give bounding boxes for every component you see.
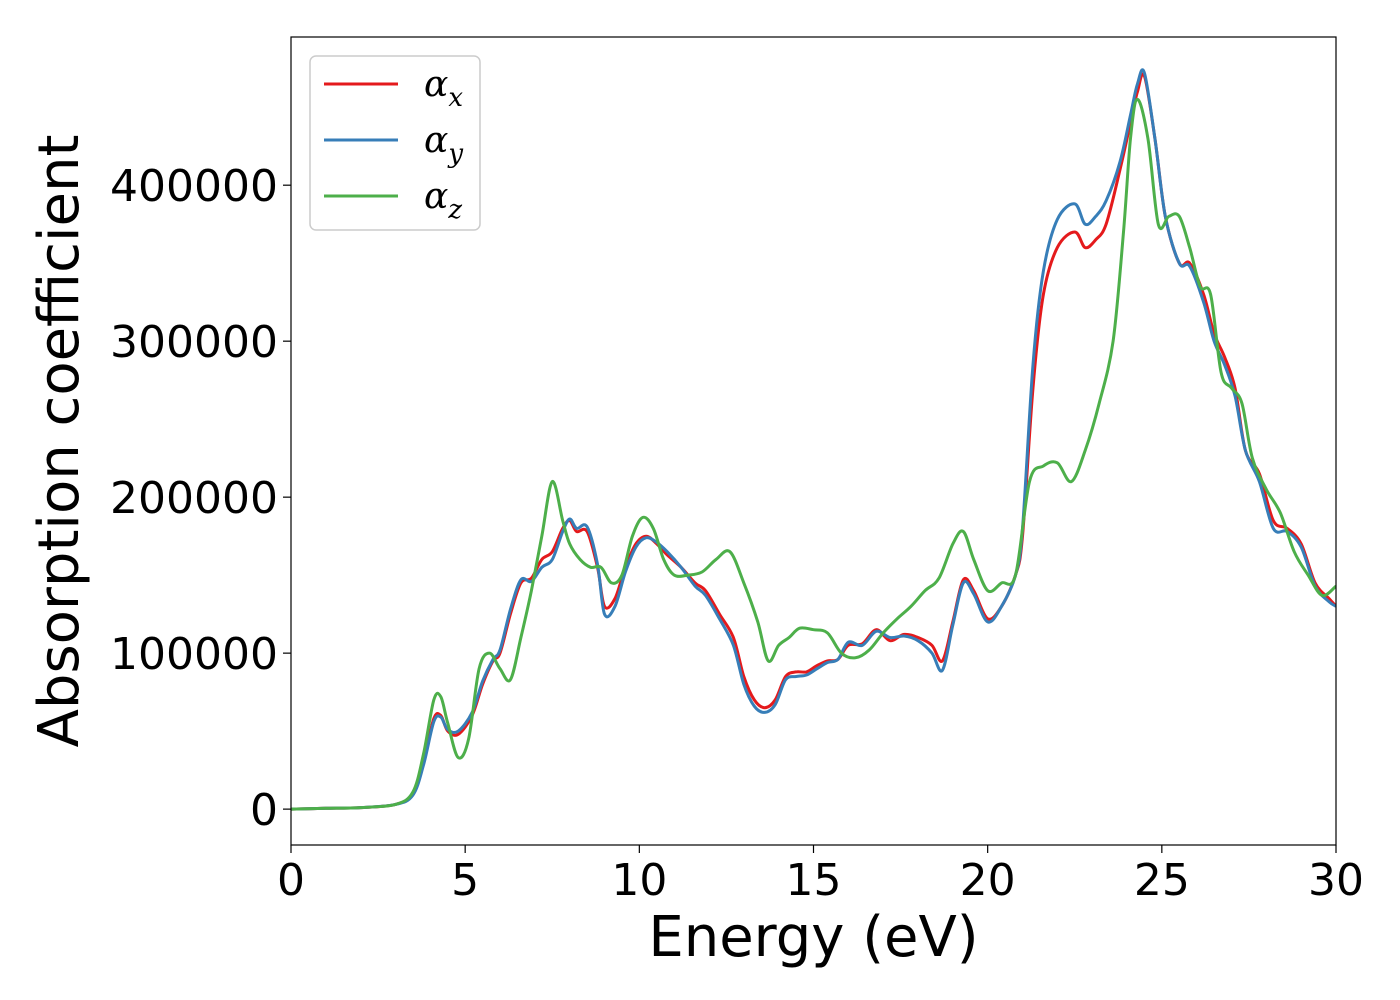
x-tick-label: 15 [786, 855, 842, 906]
x-tick-label: 0 [277, 855, 305, 906]
legend-label-y: αy [424, 120, 463, 169]
y-axis-title: Absorption coefficient [27, 135, 92, 748]
x-tick-label: 25 [1134, 855, 1190, 906]
x-tick-label: 5 [451, 855, 479, 906]
legend-label-x: αx [424, 64, 463, 113]
y-tick-label: 0 [250, 785, 278, 836]
legend-label-z: αz [424, 176, 462, 225]
y-tick-label: 300000 [110, 317, 278, 368]
legend-box [309, 55, 481, 231]
y-tick-label: 100000 [110, 629, 278, 680]
series-layer [291, 68, 1336, 811]
x-axis-title: Energy (eV) [648, 905, 978, 970]
series-line-y [291, 68, 1336, 811]
y-tick-label: 200000 [110, 473, 278, 524]
x-tick-label: 30 [1308, 855, 1364, 906]
x-tick-label: 10 [611, 855, 667, 906]
ticks-layer: 0 5 10 15 20 25 30 0 100000 200000 300000 400000 [110, 161, 1364, 906]
legend: αx αy αz [309, 55, 481, 231]
x-tick-label: 20 [960, 855, 1016, 906]
series-line-z [291, 97, 1336, 811]
y-tick-label: 400000 [110, 161, 278, 212]
